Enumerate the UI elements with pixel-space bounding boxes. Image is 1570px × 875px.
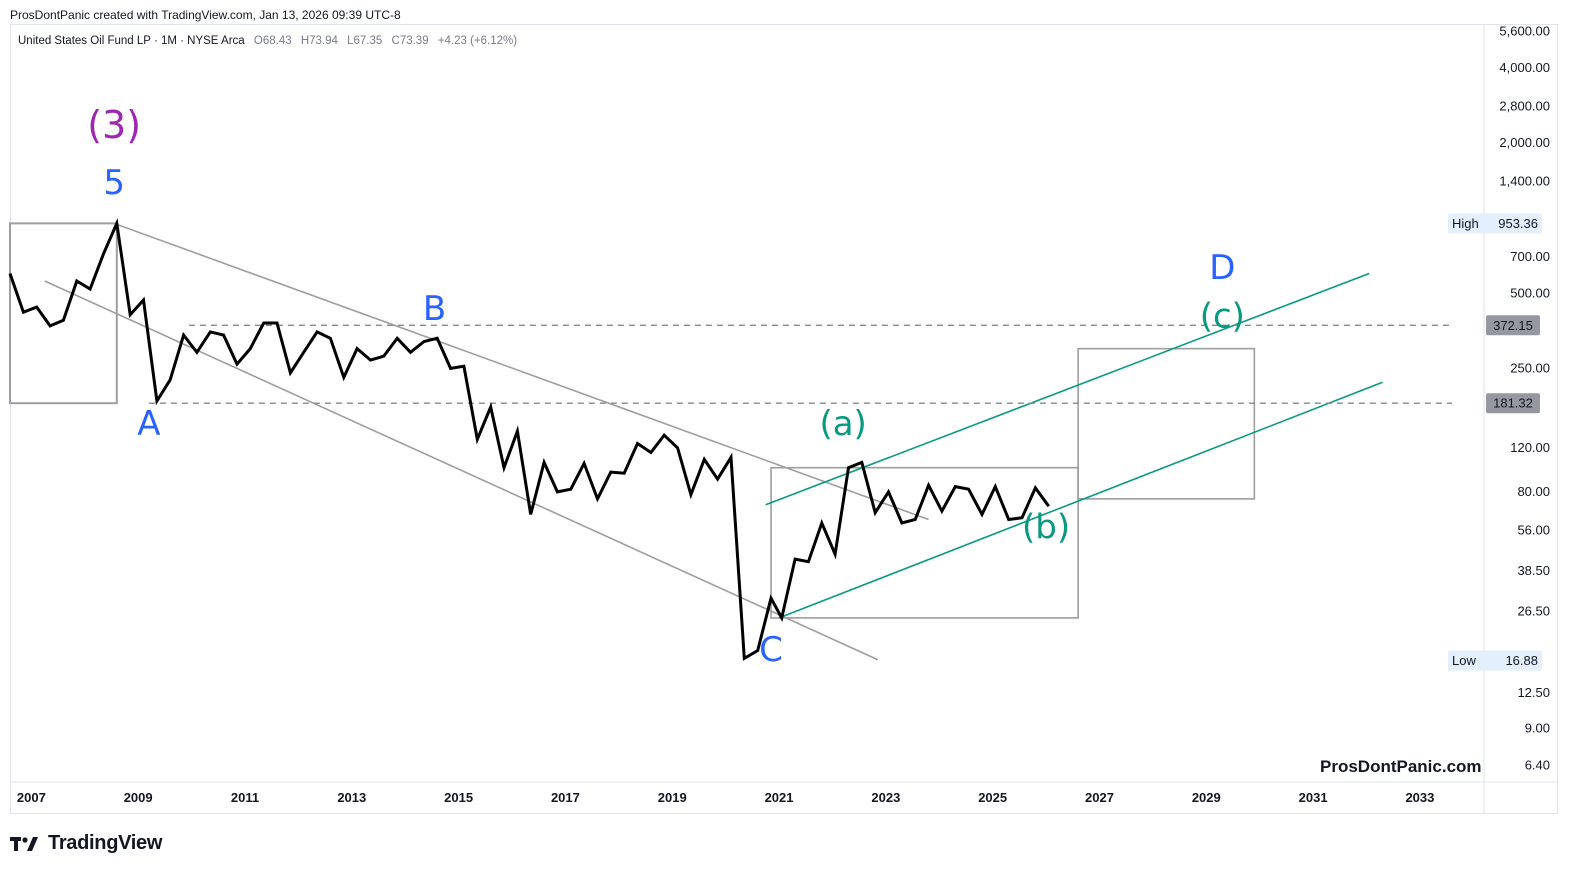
wave-label-c-minor: (c) [1200,296,1245,336]
time-tick-label: 2015 [444,790,473,805]
price-level-badge [1486,393,1540,414]
price-tick-label: 6.40 [1525,758,1550,773]
wave-label-3-minor: (3) [87,103,141,147]
price-tick-label: 56.00 [1517,523,1550,538]
open-value: O68.43 [253,35,292,47]
price-tick-label: 12.50 [1517,685,1550,700]
gray-channel-line-2 [44,280,879,661]
price-tick-label: 4,000.00 [1499,60,1550,75]
author-watermark: ProsDontPanic.com [1320,757,1482,776]
time-tick-label: 2023 [871,790,900,805]
price-tick-label: 2,000.00 [1499,135,1550,150]
high-value: H73.94 [300,35,338,47]
price-tick-label: 80.00 [1517,484,1550,499]
price-level-value: 372.15 [1493,318,1533,333]
price-tick-label: 1,400.00 [1499,174,1550,189]
boxes-layer [9,222,1256,619]
tradingview-logo-icon [10,836,38,851]
wave-label-a: A [137,404,160,444]
price-tick-label: 9.00 [1525,721,1550,736]
time-tick-label: 2033 [1405,790,1434,805]
price-axis[interactable]: 5,600.00 4,000.00 2,800.00 2,000.00 1,400.00… [1499,23,1550,772]
extreme-badge-low [1448,650,1542,671]
time-tick-label: 2017 [551,790,580,805]
series-layer [8,218,1050,661]
wave-label-b-minor: (b) [1022,508,1070,548]
time-tick-label: 2019 [658,790,687,805]
change-value: +4.23 (+6.12%) [437,35,518,47]
price-tick-label: 700.00 [1510,249,1550,264]
wave-box-2 [770,466,1079,619]
time-tick-label: 2021 [765,790,794,805]
price-line-1 [8,218,1050,661]
time-tick-label: 2009 [124,790,153,805]
price-labels: High 953.36 372.15 181.32 Low 16.88 [1448,213,1542,671]
annotations-layer: (3) 5 A B C (a) (b) (c) D [87,103,1245,670]
time-tick-label: 2031 [1299,790,1328,805]
time-tick-label: 2011 [231,790,259,805]
symbol-name[interactable]: United States Oil Fund LP · 1M · NYSE Ar… [18,35,245,47]
price-level-badge [1486,315,1540,336]
price-tick-label: 250.00 [1510,360,1550,375]
lines-layer [44,222,1452,661]
gray-channel-line-1 [113,222,929,521]
extreme-value-high: 953.36 [1498,216,1538,231]
time-tick-label: 2007 [17,790,46,805]
time-tick-label: 2027 [1085,790,1114,805]
wave-label-c: C [759,630,783,670]
price-tick-label: 120.00 [1510,440,1550,455]
price-level-value: 181.32 [1493,396,1533,411]
price-tick-label: 26.50 [1517,604,1550,619]
close-value: C73.39 [391,35,429,47]
low-value: L67.35 [347,35,383,47]
price-tick-label: 2,800.00 [1499,99,1550,114]
extreme-name-high: High [1452,216,1479,231]
wave-label-5: 5 [103,163,125,203]
extreme-name-low: Low [1452,653,1476,668]
chart-credit: ProsDontPanic created with TradingView.c… [10,8,401,22]
teal-channel-line-4 [765,272,1370,506]
wave-label-d: D [1209,248,1235,288]
price-tick-label: 500.00 [1510,285,1550,300]
wave-box-1 [9,222,118,405]
extreme-value-low: 16.88 [1505,653,1538,668]
price-tick-label: 5,600.00 [1499,23,1550,38]
time-tick-label: 2029 [1192,790,1221,805]
symbol-legend: United States Oil Fund LP · 1M · NYSE Ar… [18,35,517,47]
wave-label-b: B [423,289,446,329]
tradingview-brand: TradingView [48,832,163,854]
wave-box-3 [1077,347,1256,500]
price-tick-label: 38.50 [1517,563,1550,578]
time-tick-label: 2025 [978,790,1007,805]
time-axis[interactable]: 2007 2009 2011 2013 2015 2017 2019 2021 2023 2025… [17,790,1434,805]
extreme-badge-high [1448,213,1542,234]
wave-label-a-minor: (a) [819,404,866,444]
tradingview-logo[interactable]: TradingView [10,832,162,855]
chart-frame [10,24,1558,814]
teal-channel-line-3 [778,381,1383,619]
time-tick-label: 2013 [337,790,366,805]
